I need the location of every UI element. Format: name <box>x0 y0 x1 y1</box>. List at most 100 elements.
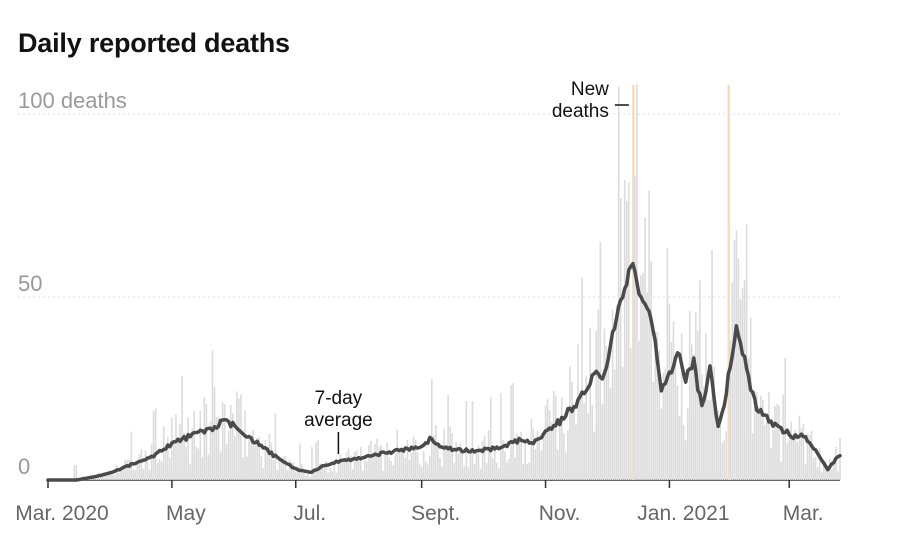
daily-bar <box>274 413 277 480</box>
daily-bar <box>613 369 616 480</box>
daily-bar <box>762 399 764 480</box>
daily-bar <box>770 447 772 480</box>
daily-bar <box>816 467 819 480</box>
daily-bar <box>705 333 707 480</box>
daily-bar <box>173 440 175 480</box>
daily-bar <box>396 429 399 480</box>
daily-bar <box>104 475 106 480</box>
daily-bar <box>372 456 374 480</box>
daily-bar <box>644 217 646 481</box>
daily-bar <box>546 399 549 480</box>
daily-bar <box>156 462 159 480</box>
daily-bar <box>538 440 541 480</box>
daily-bar <box>512 383 514 480</box>
daily-bar <box>782 394 784 480</box>
daily-bar <box>715 417 717 480</box>
daily-bar <box>374 444 376 480</box>
daily-bar <box>495 462 498 480</box>
daily-bar <box>766 421 768 480</box>
daily-bar <box>595 330 598 480</box>
daily-bar <box>457 453 460 480</box>
daily-bar <box>808 435 811 480</box>
daily-bar <box>292 463 295 480</box>
average-line-layer <box>46 261 842 482</box>
daily-bar <box>236 391 238 480</box>
daily-bar <box>294 472 297 480</box>
daily-bar <box>475 453 478 480</box>
daily-bar <box>286 469 289 480</box>
daily-bar <box>536 430 539 480</box>
daily-bar <box>266 454 269 480</box>
daily-bar <box>93 478 96 480</box>
daily-bar <box>680 332 683 480</box>
daily-bar <box>171 417 173 480</box>
daily-bar <box>621 367 624 480</box>
daily-bar <box>73 465 76 480</box>
daily-bar <box>615 305 618 480</box>
daily-bar <box>418 463 421 480</box>
daily-bar <box>280 461 283 480</box>
daily-bar <box>351 468 354 480</box>
daily-bar <box>794 429 797 480</box>
daily-bar <box>154 408 157 480</box>
daily-bar <box>556 449 559 480</box>
daily-bar <box>343 461 346 480</box>
daily-bar <box>191 428 193 480</box>
daily-bar <box>187 417 189 480</box>
daily-bar <box>209 421 212 480</box>
daily-bar <box>623 180 626 480</box>
daily-bar <box>225 444 228 480</box>
daily-bar <box>307 471 309 480</box>
daily-bar <box>573 405 575 480</box>
daily-bar <box>465 400 468 480</box>
daily-bar <box>774 405 776 480</box>
daily-bar <box>764 424 766 480</box>
daily-bar <box>593 431 596 480</box>
daily-bar <box>335 472 338 480</box>
daily-bar <box>625 200 628 480</box>
daily-bar <box>699 280 701 480</box>
daily-bar <box>552 390 555 480</box>
daily-bar <box>837 471 839 480</box>
daily-bar <box>697 331 699 480</box>
daily-bar <box>567 430 569 480</box>
daily-bar <box>759 395 762 480</box>
daily-bar <box>142 468 145 480</box>
y-tick-label: 100 deaths <box>18 88 127 113</box>
daily-bar <box>288 459 291 480</box>
daily-bar <box>534 449 537 480</box>
daily-bar <box>95 476 98 480</box>
daily-bar <box>357 458 360 480</box>
daily-bar <box>382 470 384 480</box>
daily-bar <box>406 440 409 480</box>
daily-bar <box>800 428 803 480</box>
daily-bar <box>126 460 129 480</box>
daily-bar <box>554 395 557 480</box>
daily-bar <box>790 421 793 480</box>
daily-bar <box>591 404 594 480</box>
daily-bar <box>327 472 330 480</box>
daily-bar <box>630 348 632 480</box>
daily-bar <box>386 442 388 480</box>
annotation-new-deaths-label: deaths <box>552 101 609 122</box>
daily-bar <box>380 444 382 480</box>
daily-bar <box>426 464 429 480</box>
daily-bar <box>479 468 482 480</box>
daily-bar <box>824 461 827 480</box>
daily-bar <box>431 379 433 480</box>
daily-bar <box>609 387 612 480</box>
daily-bar <box>520 431 522 480</box>
daily-bar <box>747 358 750 480</box>
daily-bar <box>579 395 581 480</box>
daily-bar <box>682 424 685 480</box>
daily-bar <box>597 309 600 480</box>
daily-bar <box>544 405 547 480</box>
daily-bar <box>727 84 731 480</box>
daily-bar <box>437 446 439 480</box>
daily-bar <box>185 446 187 480</box>
daily-bar <box>167 436 169 480</box>
daily-bar <box>359 447 362 480</box>
daily-bar <box>565 452 567 480</box>
daily-bar <box>299 443 301 480</box>
daily-bar <box>528 462 531 480</box>
